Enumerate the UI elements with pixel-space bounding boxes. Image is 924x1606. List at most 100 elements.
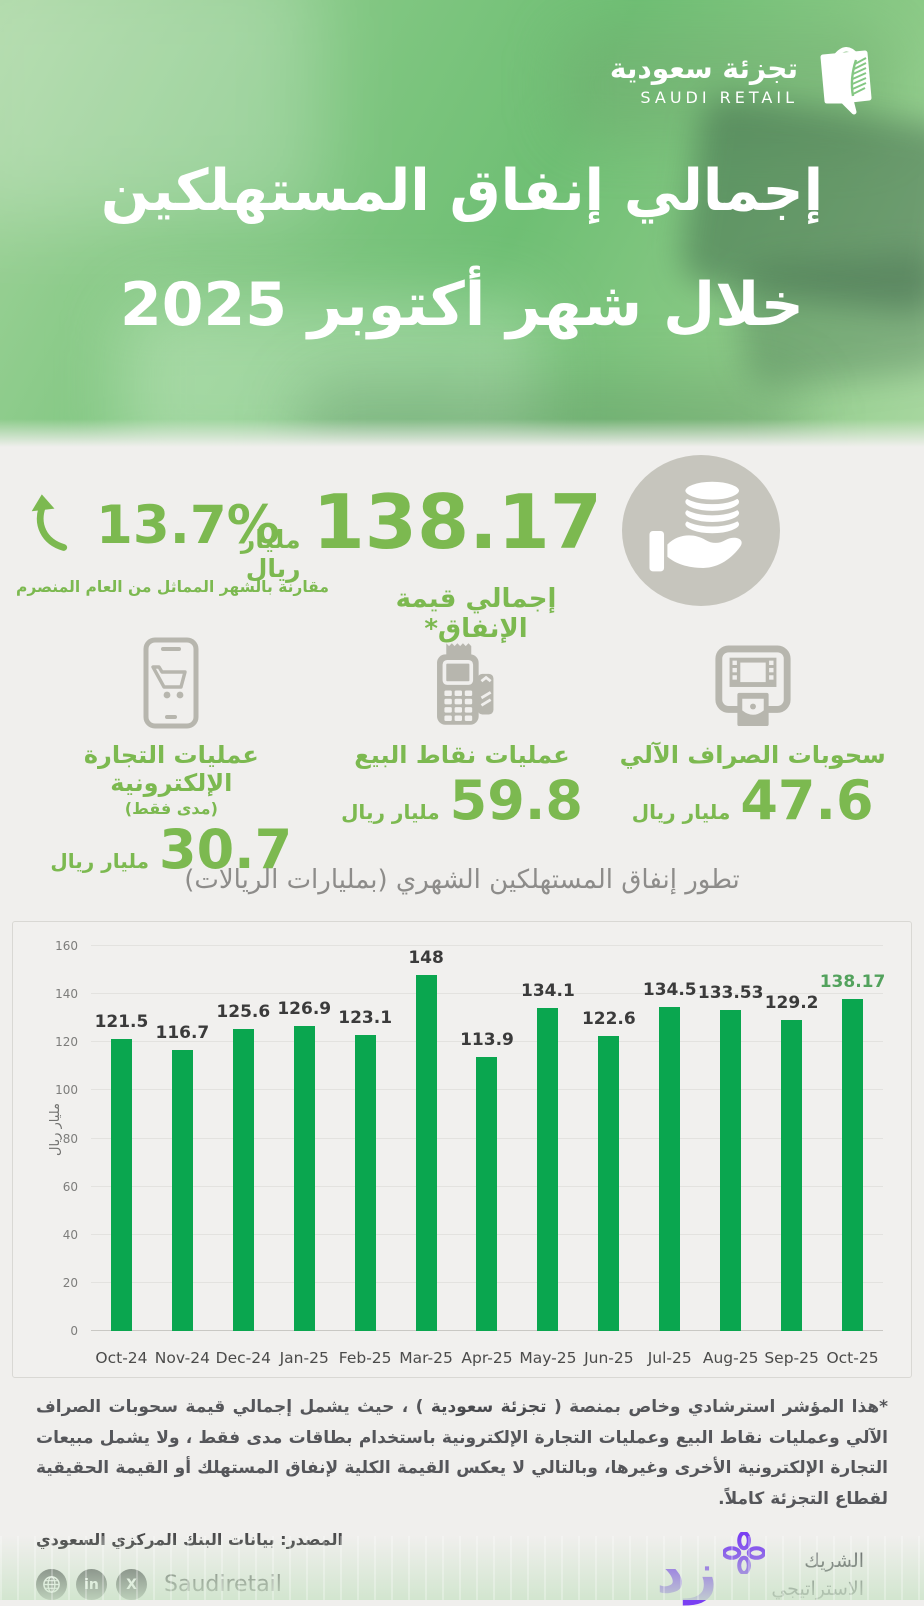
header-fade xyxy=(0,419,924,447)
bar xyxy=(659,1007,681,1331)
bar-value-label: 125.6 xyxy=(216,1001,271,1022)
category-sublabel: (مدى فقط) xyxy=(124,799,218,818)
y-tick-label: 0 xyxy=(70,1324,78,1338)
footnote: *هذا المؤشر استرشادي وخاص بمنصة ( تجزئة … xyxy=(36,1397,888,1509)
category-label: عمليات نقاط البيع xyxy=(354,741,570,769)
bar xyxy=(476,1056,498,1331)
bar-slot: 123.1 xyxy=(335,946,396,1331)
partner-label-line1: الشريك xyxy=(804,1550,864,1573)
pos-terminal-icon xyxy=(317,637,608,729)
x-tick-label: May-25 xyxy=(519,1349,577,1367)
category-ecommerce: عمليات التجارة الإلكترونية (مدى فقط) 30.… xyxy=(26,637,317,879)
x-icon[interactable]: X xyxy=(116,1569,147,1601)
partner-logo-block: زد الشريك الاستراتيجي xyxy=(656,1531,864,1603)
bar-value-label: 129.2 xyxy=(764,993,819,1014)
bar-slot: 138.17 xyxy=(819,946,886,1331)
category-value: 59.8 xyxy=(449,769,583,832)
y-tick-label: 40 xyxy=(62,1227,78,1242)
y-tick-label: 20 xyxy=(62,1275,78,1290)
page-title-line2: خلال شهر أكتوبر 2025 xyxy=(120,270,804,340)
bar-slot: 134.1 xyxy=(517,946,578,1331)
growth-percent: 13.7% xyxy=(96,494,280,556)
bar-value-label: 116.7 xyxy=(155,1023,210,1044)
bar-value-label: 134.5 xyxy=(642,980,697,1001)
gridline xyxy=(91,1041,883,1043)
bar-value-label: 113.9 xyxy=(460,1029,514,1050)
y-tick-label: 160 xyxy=(55,939,78,953)
bar-slot: 125.6 xyxy=(213,946,274,1331)
brand-logo: تجزئة سعودية SAUDI RETAIL xyxy=(610,40,878,120)
bar-slot: 134.5 xyxy=(639,946,700,1331)
summary-section: 13.7% مقارنة بالشهر المماثل من العام الم… xyxy=(0,447,924,644)
x-tick-label: Jun-25 xyxy=(584,1349,634,1367)
y-axis-title: مليار ريال xyxy=(47,1103,63,1156)
gridline xyxy=(91,993,883,995)
x-tick-label: Sep-25 xyxy=(764,1349,819,1367)
category-atm: سحوبات الصراف الآلي 47.6 مليار ريال xyxy=(607,637,898,849)
bars: 121.5 116.7 125.6 126.9 123.1 148 113.9 134.1 12… xyxy=(91,946,886,1331)
category-unit: مليار ريال xyxy=(50,849,149,873)
x-tick-label: Oct-25 xyxy=(826,1349,879,1367)
bar xyxy=(842,998,864,1331)
header-banner: تجزئة سعودية SAUDI RETAIL إجمالي إنفاق ا… xyxy=(0,0,924,447)
bar-value-label: 148 xyxy=(408,947,444,968)
x-tick-label: Mar-25 xyxy=(399,1349,453,1367)
category-pos: عمليات نقاط البيع 59.8 مليار ريال xyxy=(317,637,608,849)
y-tick-label: 60 xyxy=(62,1179,78,1194)
category-unit: مليار ريال xyxy=(341,800,440,824)
y-tick-label: 120 xyxy=(55,1035,78,1050)
curved-up-arrow-icon xyxy=(30,493,84,557)
hand-coins-icon xyxy=(622,455,780,606)
bar-slot: 133.53 xyxy=(697,946,764,1331)
x-tick-label: Feb-25 xyxy=(338,1349,392,1367)
bar-slot: 113.9 xyxy=(457,946,518,1331)
x-tick-label: Nov-24 xyxy=(154,1349,210,1367)
bar-value-label: 123.1 xyxy=(338,1007,393,1028)
bar xyxy=(232,1028,254,1331)
mobile-cart-icon xyxy=(26,637,317,729)
y-tick-label: 80 xyxy=(62,1131,78,1146)
x-tick-label: Dec-24 xyxy=(215,1349,271,1367)
total-spend-label: إجمالي قيمة الإنفاق* xyxy=(395,584,557,644)
page-title-line1: إجمالي إنفاق المستهلكين xyxy=(100,158,824,224)
chart-plot: 0 20 40 60 80 100 120 140 160 121.5 116.7 125.6 126.… xyxy=(55,939,886,1338)
x-tick-label: Apr-25 xyxy=(461,1349,513,1367)
footnote-bold-brand: تجزئة سعودية xyxy=(430,1397,547,1417)
total-spend-value: 138.17 xyxy=(312,478,602,566)
y-tick-label: 140 xyxy=(55,987,78,1002)
globe-icon[interactable] xyxy=(36,1569,67,1601)
partner-label-line2: الاستراتيجي xyxy=(771,1577,864,1600)
category-value: 30.7 xyxy=(159,818,293,881)
x-tick-label: Jan-25 xyxy=(279,1349,329,1367)
bar-value-label: 134.1 xyxy=(521,981,575,1002)
linkedin-icon[interactable]: in xyxy=(76,1569,107,1601)
footer: المصدر: بيانات البنك المركزي السعودي in … xyxy=(36,1530,888,1603)
bar-slot: 121.5 xyxy=(91,946,152,1331)
bar xyxy=(781,1020,803,1331)
y-tick-label: 100 xyxy=(55,1083,78,1098)
category-label: عمليات التجارة الإلكترونية xyxy=(83,741,259,797)
x-tick-label: Oct-24 xyxy=(95,1349,148,1367)
bar-value-label: 138.17 xyxy=(819,971,886,992)
bar xyxy=(110,1038,132,1331)
bar-slot: 116.7 xyxy=(152,946,213,1331)
brand-name-english: SAUDI RETAIL xyxy=(640,87,798,107)
chart-x-labels: Oct-24 Nov-24 Dec-24 Jan-25 Feb-25 Mar-25 Apr-… xyxy=(91,1349,883,1367)
category-unit: مليار ريال xyxy=(631,800,731,824)
zid-flower-icon xyxy=(722,1531,767,1578)
x-tick-label: Jul-25 xyxy=(647,1349,692,1367)
bar-value-label: 133.53 xyxy=(697,982,764,1003)
bar xyxy=(293,1025,315,1331)
bar xyxy=(354,1034,376,1331)
bar xyxy=(415,974,437,1331)
bar-slot: 148 xyxy=(396,946,457,1331)
photo-blur-blob xyxy=(0,0,320,220)
bar xyxy=(720,1009,742,1331)
categories-section: سحوبات الصراف الآلي 47.6 مليار ريال xyxy=(0,623,924,879)
atm-icon xyxy=(607,637,898,729)
bar xyxy=(598,1036,620,1331)
x-tick-label: Aug-25 xyxy=(702,1349,759,1367)
total-spend-unit: مليار ريال xyxy=(240,525,301,583)
bar-value-label: 121.5 xyxy=(94,1011,149,1032)
category-label: سحوبات الصراف الآلي xyxy=(619,741,886,769)
